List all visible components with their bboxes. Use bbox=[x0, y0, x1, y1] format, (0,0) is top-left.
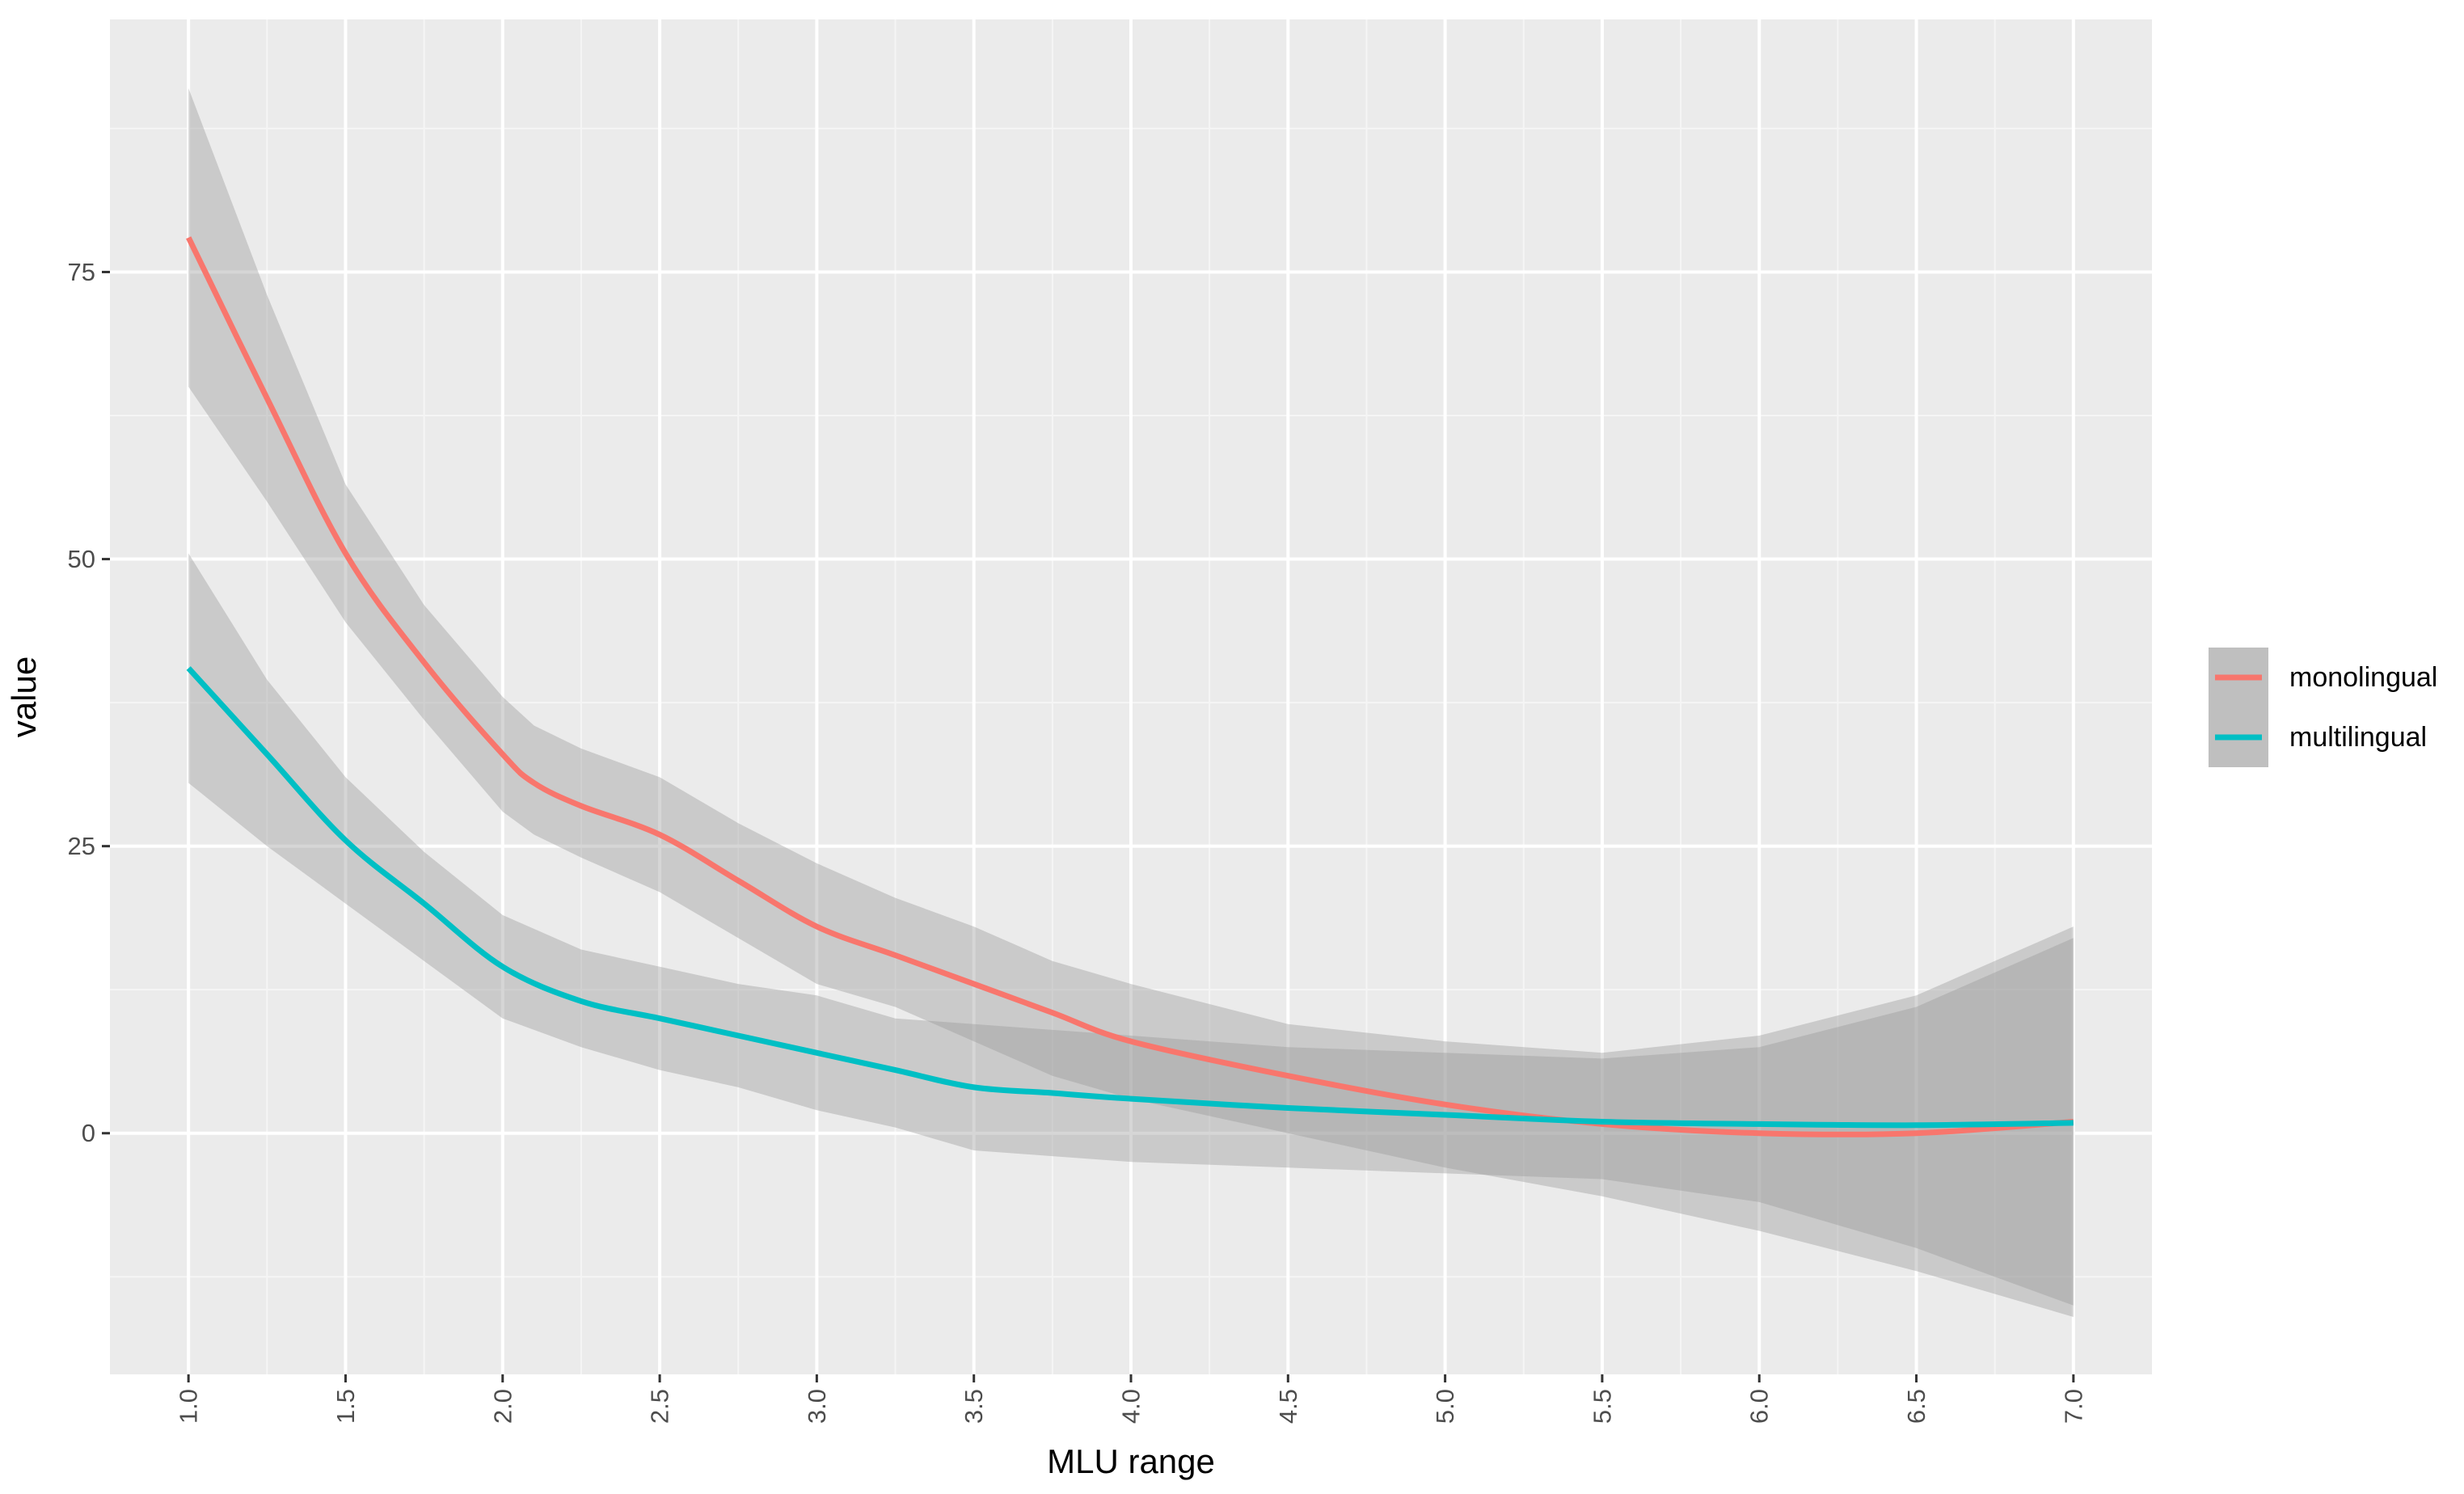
x-tick-label: 2.0 bbox=[488, 1389, 517, 1424]
y-tick-label: 50 bbox=[68, 545, 95, 573]
y-axis-title: value bbox=[5, 656, 43, 737]
y-tick-label: 25 bbox=[68, 832, 95, 860]
x-tick-label: 1.0 bbox=[175, 1389, 203, 1424]
x-tick-label: 4.0 bbox=[1117, 1389, 1146, 1424]
x-tick-label: 7.0 bbox=[2059, 1389, 2087, 1424]
x-axis: 1.0 1.5 2.0 2.5 3.0 3.5 4.0 4.5 5.0 5.5 6.0 6.5 7.0 bbox=[175, 1374, 2087, 1424]
x-tick-label: 5.5 bbox=[1588, 1389, 1616, 1424]
x-tick-label: 4.5 bbox=[1274, 1389, 1302, 1424]
series-line-multilingual bbox=[186, 666, 2074, 1129]
legend-label: monolingual bbox=[2289, 662, 2437, 693]
legend-label: multilingual bbox=[2289, 722, 2427, 753]
x-tick-label: 3.0 bbox=[803, 1389, 831, 1424]
y-tick-label: 0 bbox=[82, 1119, 95, 1147]
x-tick-label: 6.5 bbox=[1902, 1389, 1930, 1424]
confidence-ribbons bbox=[188, 88, 2074, 1318]
ribbon-multilingual bbox=[188, 553, 2074, 1306]
x-tick-label: 2.5 bbox=[646, 1389, 674, 1424]
legend: monolingual multilingual bbox=[2209, 648, 2437, 767]
major-gridlines bbox=[110, 19, 2152, 1374]
x-tick-label: 1.5 bbox=[331, 1389, 360, 1424]
y-tick-label: 75 bbox=[68, 258, 95, 286]
x-tick-label: 3.5 bbox=[960, 1389, 988, 1424]
series-line-monolingual bbox=[186, 236, 2074, 1137]
x-tick-label: 6.0 bbox=[1745, 1389, 1774, 1424]
series-lines bbox=[186, 236, 2074, 1137]
y-axis: 0 25 50 75 bbox=[68, 258, 110, 1147]
x-tick-label: 5.0 bbox=[1431, 1389, 1459, 1424]
ribbon-monolingual bbox=[188, 88, 2074, 1318]
x-axis-title: MLU range bbox=[1047, 1442, 1215, 1480]
